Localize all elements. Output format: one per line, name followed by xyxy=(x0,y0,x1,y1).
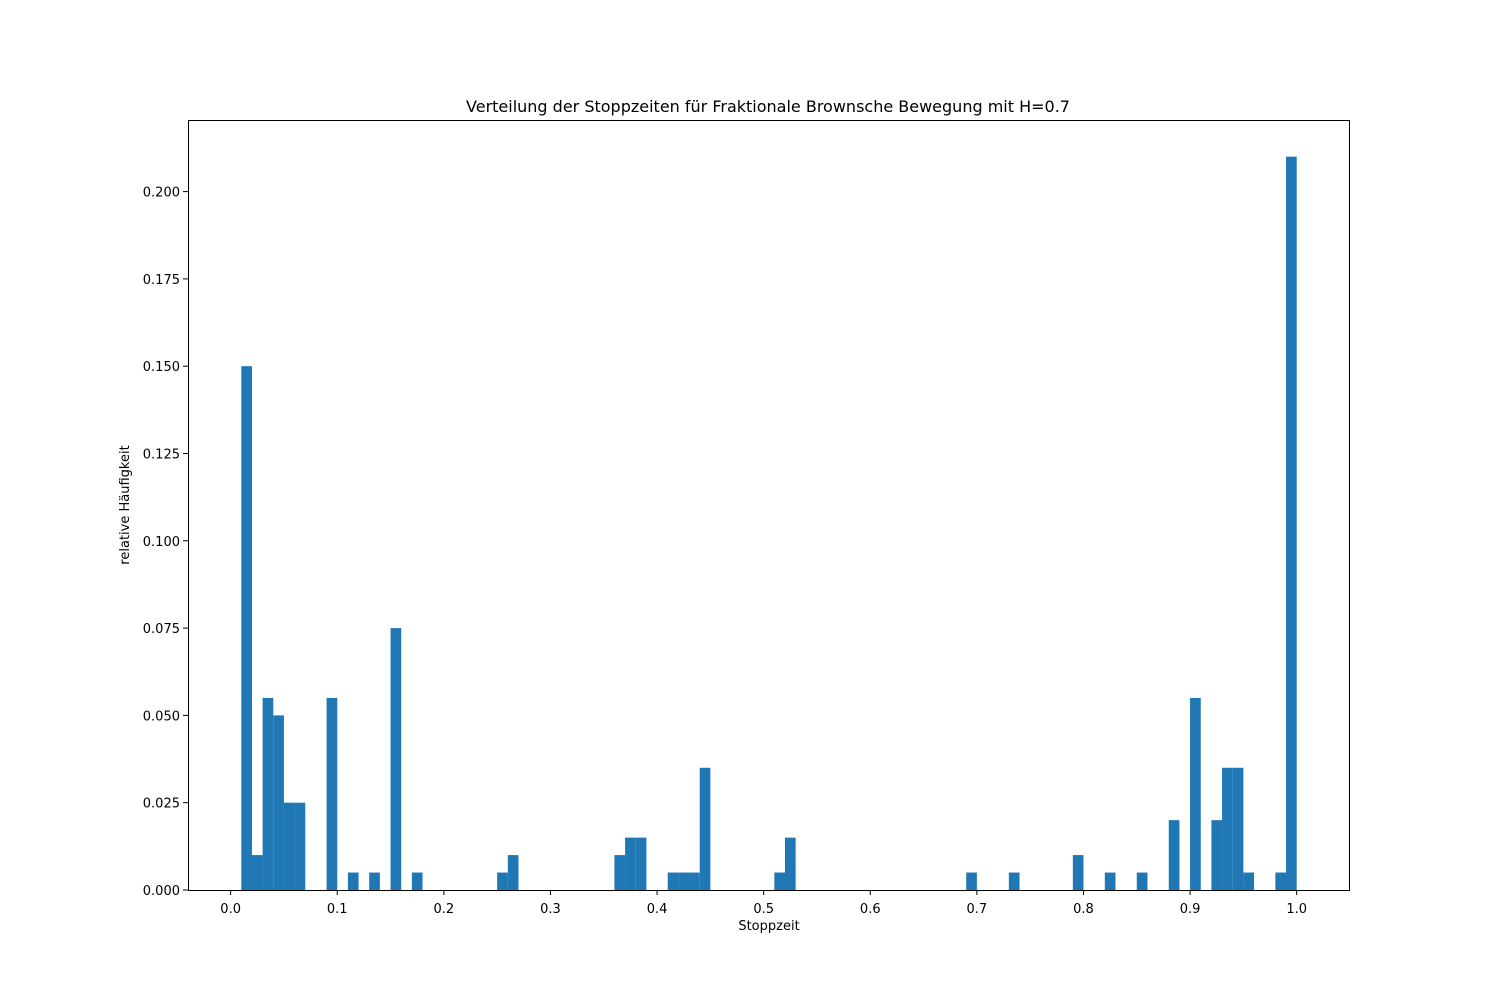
histogram-bar xyxy=(1275,872,1287,890)
y-tick-label: 0.150 xyxy=(143,360,180,375)
histogram-bar xyxy=(347,872,359,890)
x-tick-label: 0.4 xyxy=(647,902,668,917)
histogram-bar xyxy=(251,855,263,890)
histogram-bar xyxy=(326,697,338,890)
histogram-bar xyxy=(390,628,402,890)
histogram-bar xyxy=(1104,872,1116,890)
histogram-bar xyxy=(625,837,636,890)
histogram-bar xyxy=(1008,872,1020,890)
histogram-bar xyxy=(1286,156,1297,891)
x-tick-label: 0.9 xyxy=(1180,902,1201,917)
histogram-bar xyxy=(1222,767,1233,890)
y-tick-label: 0.075 xyxy=(143,622,180,637)
histogram-bar xyxy=(241,366,252,890)
x-tick-label: 0.2 xyxy=(434,902,455,917)
histogram-bar xyxy=(283,802,295,890)
histogram-bar xyxy=(784,837,796,890)
histogram-bar xyxy=(774,872,785,890)
histogram-bar xyxy=(507,855,519,890)
histogram-bar xyxy=(635,837,647,890)
y-tick-label: 0.000 xyxy=(143,884,180,899)
histogram-bar xyxy=(294,802,306,890)
y-axis-label: relative Häufigkeit xyxy=(118,445,133,564)
histogram-bar xyxy=(699,767,711,890)
histogram-bar xyxy=(273,715,284,890)
histogram-bar xyxy=(411,872,423,890)
y-tick-label: 0.100 xyxy=(143,535,180,550)
y-tick-label: 0.200 xyxy=(143,186,180,201)
y-tick-label: 0.175 xyxy=(143,273,180,288)
histogram-bar xyxy=(614,855,626,890)
histogram-bar xyxy=(497,872,508,890)
histogram-bar xyxy=(1136,872,1148,890)
histogram-bar xyxy=(678,872,690,890)
x-axis-label: Stoppzeit xyxy=(738,919,799,934)
histogram-bar xyxy=(667,872,679,890)
x-tick-label: 0.6 xyxy=(860,902,881,917)
histogram-bar xyxy=(1190,697,1201,890)
plot-frame xyxy=(188,120,1350,891)
x-tick-label: 0.3 xyxy=(540,902,561,917)
histogram-bar xyxy=(1168,820,1180,890)
x-tick-label: 1.0 xyxy=(1286,902,1307,917)
y-tick-label: 0.050 xyxy=(143,709,180,724)
histogram-bars xyxy=(241,156,1297,891)
x-tick-label: 0.8 xyxy=(1073,902,1094,917)
histogram-bar xyxy=(966,872,977,890)
x-axis-ticks: 0.0 0.1 0.2 0.3 0.4 0.5 0.6 0.7 0.8 0.9 1.0 xyxy=(220,890,1307,917)
histogram-bar xyxy=(262,697,274,890)
histogram-bar xyxy=(1232,767,1244,890)
histogram-bar xyxy=(1211,820,1223,890)
histogram-bar xyxy=(1072,855,1084,890)
chart-title: Verteilung der Stoppzeiten für Fraktiona… xyxy=(466,97,1070,116)
histogram-bar xyxy=(1243,872,1255,890)
x-tick-label: 0.5 xyxy=(753,902,774,917)
x-tick-label: 0.0 xyxy=(220,902,241,917)
y-axis-ticks: 0.000 0.025 0.050 0.075 0.100 0.125 0.150 0.175… xyxy=(143,186,188,899)
histogram-bar xyxy=(689,872,700,890)
histogram-bar xyxy=(369,872,380,890)
x-tick-label: 0.1 xyxy=(327,902,348,917)
x-tick-label: 0.7 xyxy=(967,902,988,917)
y-tick-label: 0.025 xyxy=(143,797,180,812)
y-tick-label: 0.125 xyxy=(143,447,180,462)
